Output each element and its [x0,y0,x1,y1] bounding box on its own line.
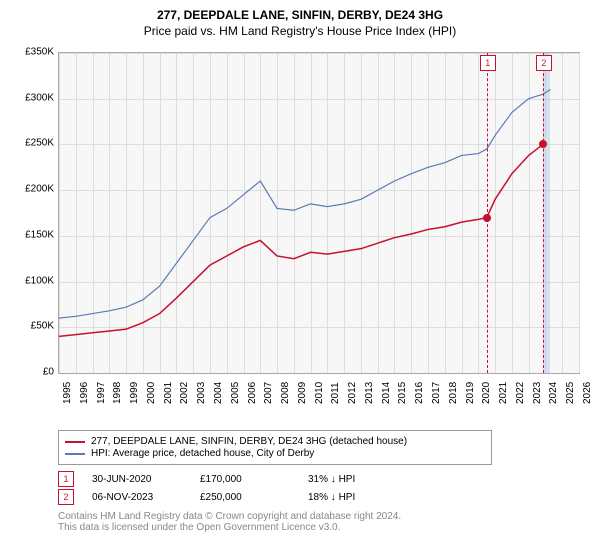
note-row: 2 06-NOV-2023 £250,000 18% ↓ HPI [58,489,592,505]
x-tick-label: 2005 [230,382,241,404]
x-tick-label: 2022 [515,382,526,404]
legend: 277, DEEPDALE LANE, SINFIN, DERBY, DE24 … [58,430,492,465]
page-title: 277, DEEPDALE LANE, SINFIN, DERBY, DE24 … [8,8,592,22]
x-tick-label: 2010 [314,382,325,404]
x-tick-label: 2011 [330,382,341,404]
x-tick-label: 2020 [481,382,492,404]
x-tick-label: 2017 [431,382,442,404]
x-tick-label: 2008 [280,382,291,404]
x-tick-label: 2003 [196,382,207,404]
y-tick-label: £50K [31,321,54,332]
x-tick-label: 2021 [498,382,509,404]
chart-marker-label: 1 [480,55,496,71]
note-delta: 31% ↓ HPI [308,474,355,485]
x-tick-label: 2002 [179,382,190,404]
x-tick-label: 2015 [397,382,408,404]
x-tick-label: 2025 [565,382,576,404]
note-price: £170,000 [200,474,290,485]
x-tick-label: 1998 [112,382,123,404]
note-price: £250,000 [200,492,290,503]
chart: 12 £0£50K£100K£150K£200K£250K£300K£350K … [8,44,592,424]
y-tick-label: £0 [43,367,54,378]
note-row: 1 30-JUN-2020 £170,000 31% ↓ HPI [58,471,592,487]
y-tick-label: £100K [25,275,54,286]
x-tick-label: 2018 [448,382,459,404]
x-tick-label: 2024 [548,382,559,404]
footer-line: Contains HM Land Registry data © Crown c… [58,511,592,522]
legend-item: 277, DEEPDALE LANE, SINFIN, DERBY, DE24 … [65,436,485,447]
note-delta: 18% ↓ HPI [308,492,355,503]
footer: Contains HM Land Registry data © Crown c… [58,511,592,533]
x-tick-label: 2026 [582,382,593,404]
notes-table: 1 30-JUN-2020 £170,000 31% ↓ HPI 2 06-NO… [58,471,592,505]
y-tick-label: £150K [25,229,54,240]
legend-label: HPI: Average price, detached house, City… [91,448,314,459]
x-tick-label: 2014 [381,382,392,404]
x-tick-label: 1995 [62,382,73,404]
chart-marker-label: 2 [536,55,552,71]
x-tick-label: 2007 [263,382,274,404]
x-tick-label: 2012 [347,382,358,404]
x-tick-label: 1997 [96,382,107,404]
chart-marker-dot [483,214,491,222]
x-tick-label: 1999 [129,382,140,404]
chart-marker-dot [539,140,547,148]
y-tick-label: £350K [25,47,54,58]
x-tick-label: 2009 [297,382,308,404]
x-tick-label: 2019 [465,382,476,404]
x-tick-label: 2004 [213,382,224,404]
y-tick-label: £300K [25,92,54,103]
x-tick-label: 2013 [364,382,375,404]
y-tick-label: £250K [25,138,54,149]
note-date: 06-NOV-2023 [92,492,182,503]
legend-item: HPI: Average price, detached house, City… [65,448,485,459]
x-tick-label: 2001 [163,382,174,404]
page-subtitle: Price paid vs. HM Land Registry's House … [8,24,592,38]
x-tick-label: 2023 [532,382,543,404]
x-tick-label: 2006 [247,382,258,404]
legend-label: 277, DEEPDALE LANE, SINFIN, DERBY, DE24 … [91,436,407,447]
x-tick-label: 2000 [146,382,157,404]
footer-line: This data is licensed under the Open Gov… [58,522,592,533]
note-date: 30-JUN-2020 [92,474,182,485]
x-tick-label: 1996 [79,382,90,404]
y-tick-label: £200K [25,184,54,195]
note-marker-icon: 1 [58,471,74,487]
note-marker-icon: 2 [58,489,74,505]
x-tick-label: 2016 [414,382,425,404]
